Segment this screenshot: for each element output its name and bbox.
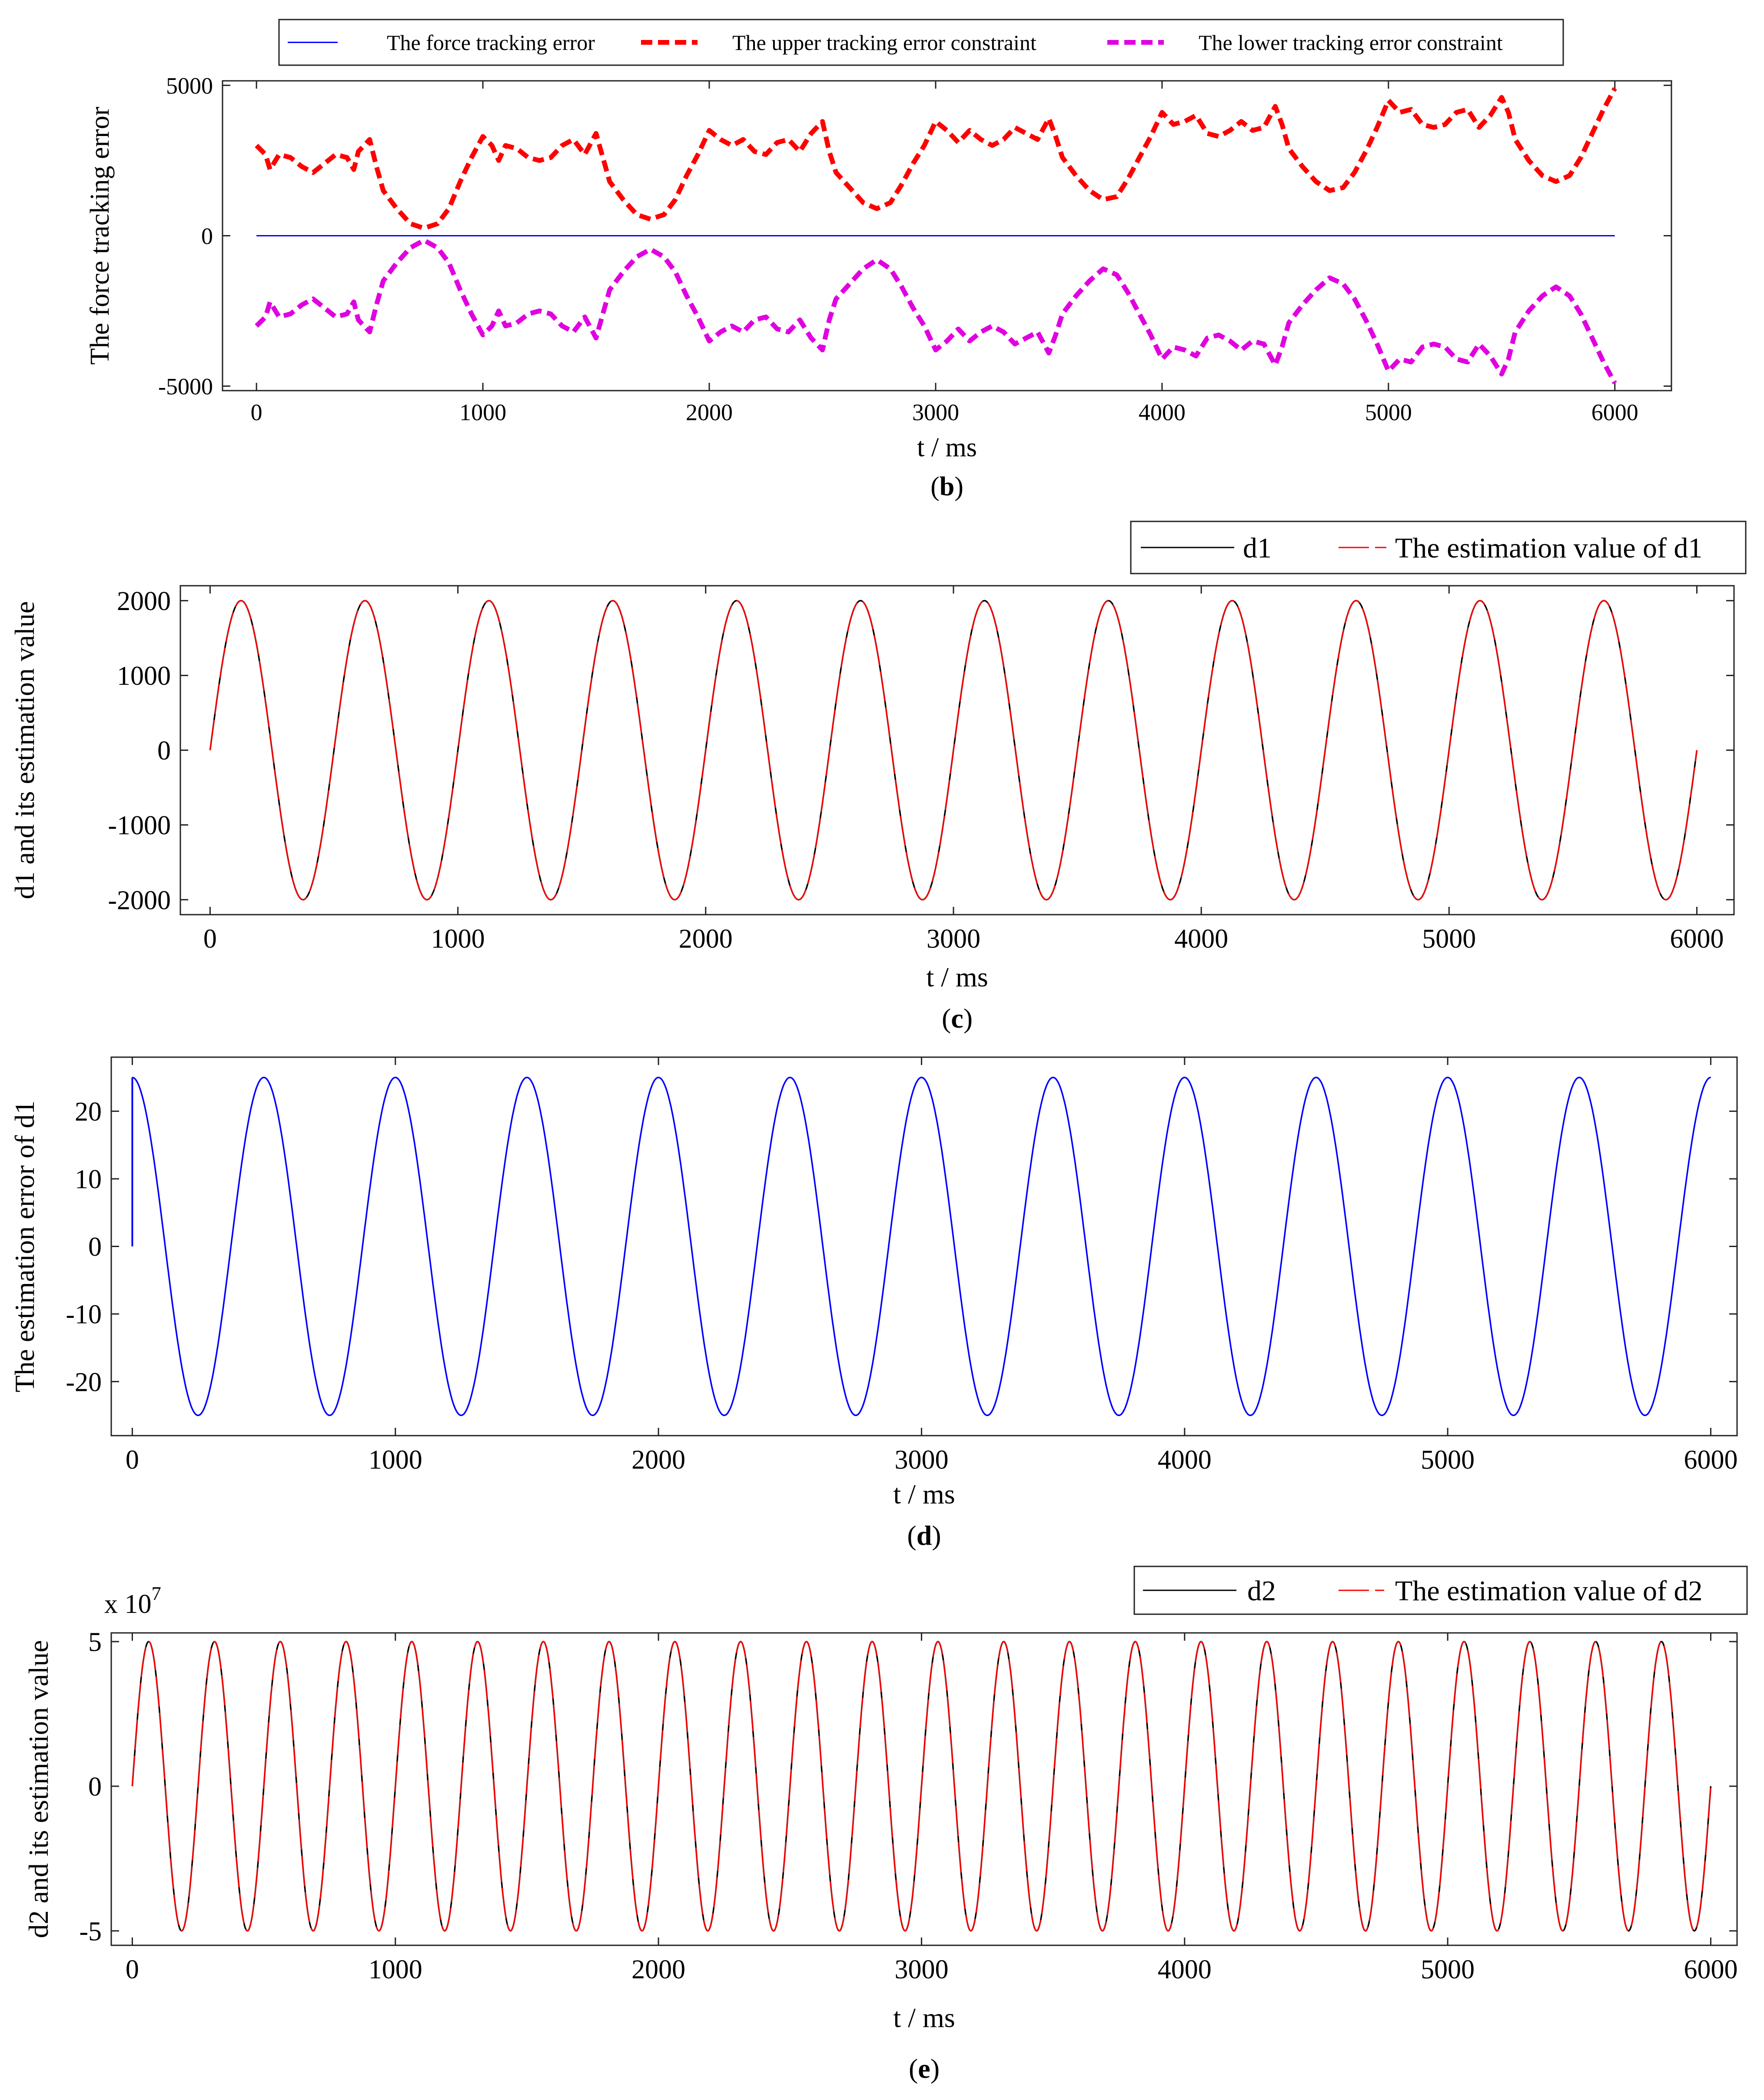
x-tick-label: 3000 xyxy=(894,1955,948,1984)
legend-label-1: d1 xyxy=(1243,532,1272,564)
plot-frame xyxy=(110,1056,1738,1436)
x-tick-label: 6000 xyxy=(1591,399,1638,425)
x-tick-label: 0 xyxy=(203,924,217,954)
x-tick-label: 2000 xyxy=(631,1955,685,1984)
x-tick-label: 0 xyxy=(126,1955,139,1984)
x-tick-label: 5000 xyxy=(1365,399,1412,425)
y-axis-label: The estimation error of d1 xyxy=(9,1101,40,1393)
y-tick-label: -10 xyxy=(66,1300,102,1330)
legend: d1 The estimation value of d1 xyxy=(1130,521,1747,574)
legend-label-2: The estimation value of d2 xyxy=(1395,1575,1702,1607)
y-multiplier: x 107 xyxy=(104,1582,161,1619)
y-axis-label: d1 and its estimation value xyxy=(9,601,40,899)
x-tick-label: 2000 xyxy=(631,1445,685,1475)
x-tick-label: 0 xyxy=(126,1445,139,1475)
panel-caption-letter: d xyxy=(917,1520,932,1551)
panel-caption: (b) xyxy=(930,472,963,501)
y-tick-label: -5000 xyxy=(158,374,213,400)
y-tick-label: 1000 xyxy=(117,661,171,691)
y-tick-label: 2000 xyxy=(117,587,171,616)
x-tick-label: 1000 xyxy=(369,1955,422,1984)
series-line-2 xyxy=(209,600,1698,901)
x-axis-label: t / ms xyxy=(926,962,988,992)
y-tick-label: 0 xyxy=(201,223,213,249)
y-tick-label: 5 xyxy=(88,1628,102,1657)
y-axis-label: d2 and its estimation value xyxy=(23,1640,54,1938)
legend: The force tracking error The upper tracki… xyxy=(278,19,1564,66)
x-tick-label: 4000 xyxy=(1158,1955,1212,1984)
y-tick-label: -2000 xyxy=(108,886,171,915)
panel-caption-letter: e xyxy=(918,2053,930,2084)
chart-d: 0 1000 2000 3000 4000 5000 6000 -20 -10 0 10 20 t / … xyxy=(9,1056,1738,1551)
x-tick-label: 1000 xyxy=(459,399,506,425)
x-tick-label: 6000 xyxy=(1670,924,1724,954)
y-tick-label: 5000 xyxy=(166,73,213,99)
x-tick-label: 3000 xyxy=(927,924,980,954)
panel-caption: (e) xyxy=(909,2053,940,2084)
legend-label-1: The force tracking error xyxy=(387,30,595,55)
chart-e: 0 1000 2000 3000 4000 5000 6000 -5 0 5x 107 t / ms… xyxy=(23,1566,1748,2084)
series-line-3 xyxy=(255,238,1617,385)
x-tick-label: 4000 xyxy=(1158,1445,1212,1475)
x-tick-label: 2000 xyxy=(686,399,733,425)
y-tick-label: 0 xyxy=(157,736,171,766)
plot-frame xyxy=(110,1632,1738,1946)
x-tick-label: 5000 xyxy=(1421,1955,1475,1984)
legend-label-2: The upper tracking error constraint xyxy=(732,30,1036,55)
panel-caption: (c) xyxy=(942,1003,973,1034)
y-tick-label: -5 xyxy=(79,1917,102,1946)
y-tick-label: 10 xyxy=(75,1165,102,1194)
y-tick-label: 20 xyxy=(75,1097,102,1127)
x-tick-label: 1000 xyxy=(431,924,485,954)
x-tick-label: 0 xyxy=(251,399,262,425)
x-tick-label: 5000 xyxy=(1421,1445,1475,1475)
x-tick-label: 4000 xyxy=(1139,399,1186,425)
panel-caption: (d) xyxy=(907,1520,941,1551)
legend-box xyxy=(278,19,1564,66)
x-tick-label: 6000 xyxy=(1684,1445,1737,1475)
legend-label-3: The lower tracking error constraint xyxy=(1199,30,1503,55)
panel-caption-letter: c xyxy=(951,1003,963,1034)
x-tick-label: 5000 xyxy=(1422,924,1476,954)
x-tick-label: 4000 xyxy=(1174,924,1228,954)
y-tick-label: -20 xyxy=(66,1367,102,1397)
series-line-2 xyxy=(131,1641,1711,1932)
y-tick-label: 0 xyxy=(88,1772,102,1802)
x-axis-label: t / ms xyxy=(893,1479,955,1509)
x-tick-label: 1000 xyxy=(369,1445,422,1475)
legend-label-1: d2 xyxy=(1247,1575,1276,1607)
x-axis-label: t / ms xyxy=(917,433,977,462)
y-tick-label: -1000 xyxy=(108,811,171,840)
x-tick-label: 3000 xyxy=(912,399,959,425)
x-tick-label: 3000 xyxy=(894,1445,948,1475)
x-tick-label: 6000 xyxy=(1684,1955,1737,1984)
x-axis-label: t / ms xyxy=(893,2002,955,2033)
chart-b: 0 1000 2000 3000 4000 5000 6000 -5000 0 5000 t / m… xyxy=(85,19,1672,501)
series-line-1 xyxy=(132,1076,1711,1417)
panel-caption-letter: b xyxy=(940,472,954,501)
x-tick-label: 2000 xyxy=(679,924,733,954)
y-tick-label: 0 xyxy=(88,1232,102,1262)
chart-c: 0 1000 2000 3000 4000 5000 6000 -2000 -1000 0 1000… xyxy=(9,521,1747,1034)
legend: d2 The estimation value of d2 xyxy=(1133,1566,1748,1615)
series-line-2 xyxy=(255,87,1617,231)
legend-label-2: The estimation value of d1 xyxy=(1395,532,1702,564)
y-axis-label: The force tracking error xyxy=(85,106,115,365)
